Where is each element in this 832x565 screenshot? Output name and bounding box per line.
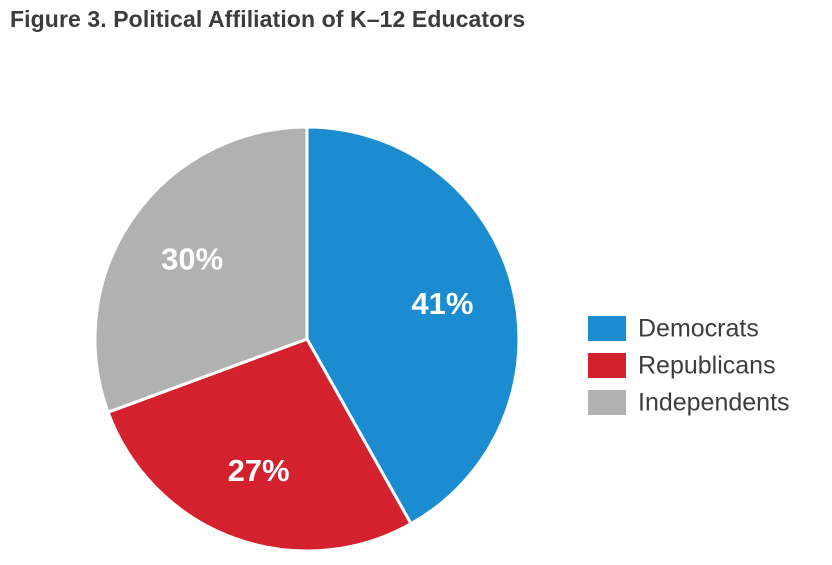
pie-slice-independents bbox=[93, 125, 309, 414]
legend-swatch-republicans bbox=[588, 353, 626, 378]
slice-label-democrats: 41% bbox=[411, 286, 473, 321]
chart-title: Figure 3. Political Affiliation of K–12 … bbox=[10, 6, 526, 32]
pie-slice-republicans bbox=[106, 337, 413, 553]
legend-label-republicans: Republicans bbox=[638, 352, 776, 380]
legend-label-independents: Independents bbox=[638, 389, 790, 417]
slice-label-independents: 30% bbox=[161, 241, 223, 276]
pie-slice-labels: 41% 27% 30% bbox=[161, 241, 473, 488]
slice-label-republicans: 27% bbox=[228, 453, 290, 488]
legend-swatch-democrats bbox=[588, 316, 626, 341]
legend-swatch-independents bbox=[588, 390, 626, 415]
pie-slice-democrats bbox=[305, 125, 521, 526]
legend: Democrats Republicans Independents bbox=[588, 315, 790, 417]
legend-label-democrats: Democrats bbox=[638, 315, 759, 343]
pie-slices bbox=[93, 125, 521, 553]
